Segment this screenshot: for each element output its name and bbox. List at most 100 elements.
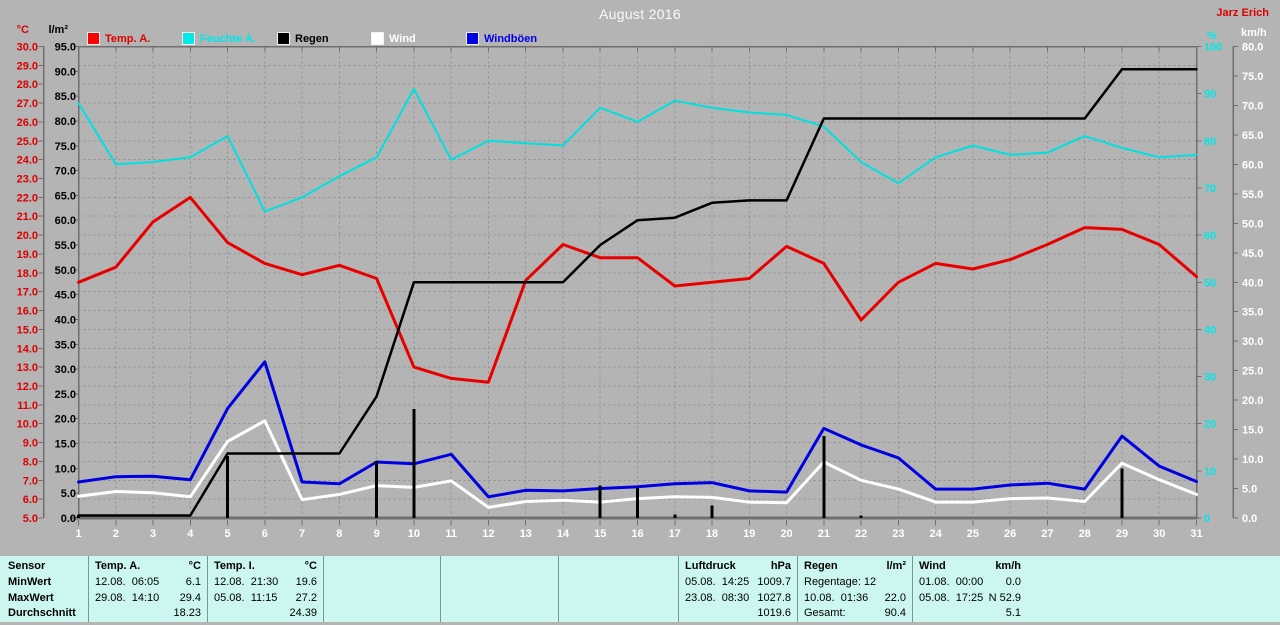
regen-row-1-value: 22.0 [884,591,906,604]
wind-tick-label: 10.0 [1242,454,1263,466]
regen-row-2-label: Gesamt: [804,607,846,620]
day-label: 22 [855,528,867,540]
col-header-regen-label: Regen [804,560,838,572]
empty-row-1 [559,591,678,607]
col-header-wind-value: km/h [995,560,1021,572]
temp-tick-label: 27.0 [17,98,38,110]
col-header-temp-a--value: °C [188,560,201,572]
wind-tick-label: 75.0 [1242,71,1263,83]
day-label: 5 [225,528,231,540]
temp-tick-label: 17.0 [17,287,38,299]
day-label: 20 [780,528,792,540]
series-feuchte-a- [77,87,1198,213]
col-header-wind: Wind km/h [913,559,1027,575]
rain-tick-label: 45.0 [55,290,76,302]
humidity-tick-label: 40 [1204,324,1216,336]
wind-tick-label: 65.0 [1242,130,1263,142]
temp-a--row-1: 29.08. 14:10 29.4 [89,591,207,607]
table-column: Temp. I. °C 12.08. 21:30 19.6 05.08. 11:15 27… [207,556,323,622]
temp-tick-label: 14.0 [17,343,38,355]
feuchte-a-swatch-icon [182,32,195,45]
day-label: 23 [892,528,904,540]
wind-row-2-value: 5.1 [1005,607,1021,620]
temp-i--row-0-value: 19.6 [295,575,317,588]
day-label: 25 [967,528,979,540]
day-label: 13 [520,528,532,540]
temp-i--row-0: 12.08. 21:30 19.6 [208,575,323,591]
table-column: Temp. A. °C 12.08. 06:05 6.1 29.08. 14:10 29.… [88,556,207,622]
day-label: 26 [1004,528,1016,540]
rain-tick-label: 5.0 [61,488,76,500]
row-label-durchschnitt: Durchschnitt [0,606,88,622]
wind-row-1-label: 05.08. 17:25 [919,591,984,604]
wind-tick-label: 80.0 [1242,42,1263,54]
regen-row-0: Regentage: 12 [798,575,912,591]
temp-a--row-0-value: 6.1 [185,575,201,588]
temp-tick-label: 26.0 [17,117,38,129]
stats-table: Sensor MinWert MaxWert Durchschnitt Temp. A.… [0,556,1280,622]
day-label: 15 [594,528,606,540]
table-column: Wind km/h 01.08. 00:00 0.0 05.08. 17:25 N 52.… [912,556,1027,622]
table-column: Luftdruck hPa 05.08. 14:25 1009.7 23.08. 08:… [678,556,797,622]
col-header-temp-i--value: °C [304,560,317,572]
col-header-empty [324,559,440,575]
temp-tick-label: 20.0 [17,230,38,242]
temp-tick-label: 21.0 [17,211,38,223]
rain-tick-label: 75.0 [55,141,76,153]
luftdruck-row-1-label: 23.08. 08:30 [685,591,750,604]
day-label: 21 [818,528,830,540]
temp-a--row-2: 18.23 [89,606,207,622]
legend-label: Wind [389,32,416,45]
regen-row-2-value: 90.4 [884,607,906,620]
day-label: 4 [187,528,194,540]
col-header-temp-i--label: Temp. I. [214,560,255,572]
row-label-durchschnitt-label: Durchschnitt [8,607,76,620]
rain-tick-label: 90.0 [55,66,76,78]
wind-tick-label: 15.0 [1242,425,1263,437]
temp-tick-label: 13.0 [17,362,38,374]
table-column [440,556,558,622]
day-label: 10 [408,528,420,540]
temp-tick-label: 30.0 [17,42,38,54]
wind-row-0-value: 0.0 [1005,575,1021,588]
luftdruck-row-1-value: 1027.8 [757,591,791,604]
regen-swatch-icon [277,32,290,45]
col-header-luftdruck-value: hPa [770,560,791,572]
col-header-temp-a-: Temp. A. °C [89,559,207,575]
humidity-tick-label: 100 [1204,42,1222,54]
rain-tick-label: 70.0 [55,166,76,178]
temp-i--row-2: 24.39 [208,606,323,622]
legend-label: Regen [295,32,329,45]
rain-tick-label: 35.0 [55,339,76,351]
wind-tick-label: 40.0 [1242,277,1263,289]
empty-row-2 [559,606,678,622]
wind-tick-label: 70.0 [1242,100,1263,112]
luftdruck-row-2: 1019.6 [679,606,797,622]
table-column: Regen l/m² Regentage: 12 10.08. 01:36 22.0 Ge… [797,556,912,622]
temp-axis-unit: °C [16,24,29,36]
legend-label: Feuchte A. [200,32,256,45]
col-header-wind-label: Wind [919,560,946,572]
day-label: 9 [374,528,380,540]
luftdruck-row-0: 05.08. 14:25 1009.7 [679,575,797,591]
empty-row-0 [559,575,678,591]
day-label: 14 [557,528,570,540]
series-regen-summe- [77,68,1198,517]
col-header-regen: Regen l/m² [798,559,912,575]
col-header-temp-i-: Temp. I. °C [208,559,323,575]
rain-tick-label: 85.0 [55,91,76,103]
temp-tick-label: 11.0 [17,400,38,412]
table-column [558,556,678,622]
temp-a-swatch-icon [87,32,100,45]
table-column: Sensor MinWert MaxWert Durchschnitt [0,556,88,622]
day-label: 27 [1041,528,1053,540]
rain-tick-label: 15.0 [55,439,76,451]
temp-tick-label: 7.0 [23,475,38,487]
col-header-regen-value: l/m² [886,560,906,572]
row-label-maxwert-label: MaxWert [8,591,54,604]
wind-tick-label: 30.0 [1242,336,1263,348]
wind-tick-label: 25.0 [1242,366,1263,378]
legend-item-feuchte-a: Feuchte A. [182,32,256,45]
day-label: 8 [336,528,342,540]
